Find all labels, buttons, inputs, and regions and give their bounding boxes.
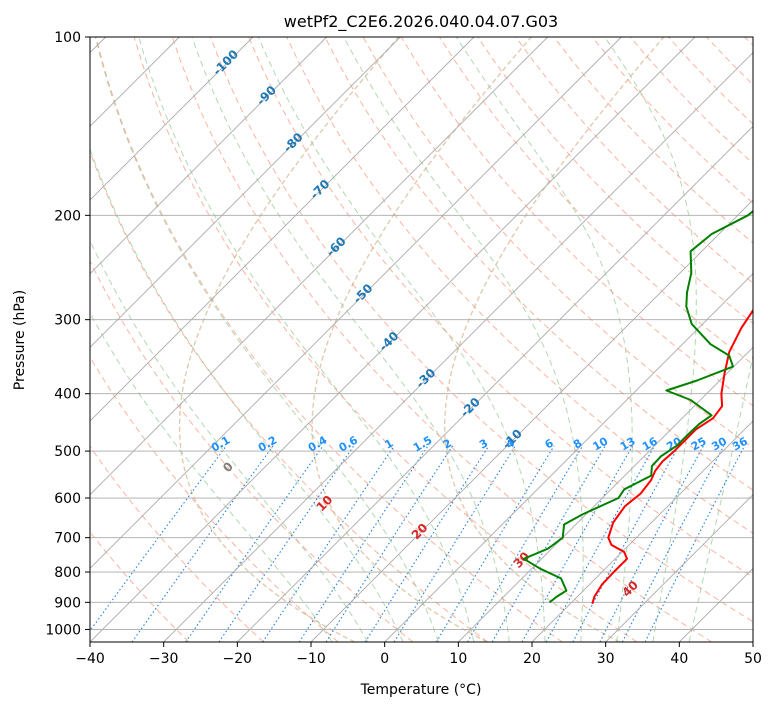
x-axis-label: Temperature (°C)	[360, 682, 482, 698]
dry-adiabat-line	[210, 37, 753, 623]
theta-e-line	[311, 37, 532, 642]
x-tick-label: 10	[449, 651, 467, 667]
y-axis-label: Pressure (hPa)	[12, 290, 28, 390]
dry-adiabat-line	[90, 445, 264, 642]
x-tick-label: 30	[597, 651, 615, 667]
isotherm-line	[90, 37, 254, 201]
moist-adiabat-line	[90, 147, 404, 642]
isotherm-line	[90, 37, 327, 275]
isotherm-line	[605, 494, 753, 642]
y-tick-label: 800	[54, 565, 81, 581]
chart-title: wetPf2_C2E6.2026.040.04.07.G03	[284, 12, 558, 32]
y-tick-label: 600	[54, 491, 81, 507]
y-tick-label: 100	[54, 30, 81, 46]
y-tick-label: 700	[54, 531, 81, 547]
y-tick-label: 300	[54, 313, 81, 329]
isotherm-line	[90, 37, 401, 348]
moist-adiabat-line	[94, 37, 439, 642]
y-tick-label: 200	[54, 208, 81, 224]
temperature-profile	[591, 308, 753, 605]
plot-area: -100-90-80-70-60-50-40-30-20-100.1 0.2 0.4…	[90, 37, 753, 642]
mixing-ratio-line	[644, 445, 746, 642]
y-tick-label: 500	[54, 444, 81, 460]
mixing-ratio-line	[218, 445, 355, 642]
mixing-ratio-line	[185, 445, 324, 642]
moist-adiabat-line	[257, 37, 546, 642]
theta-e-line	[178, 37, 400, 642]
dry-adiabat-line	[171, 37, 712, 642]
mixing-ratio-line	[131, 445, 274, 642]
moist-adiabat-line	[90, 239, 369, 642]
dry-adiabat-line	[324, 37, 753, 491]
isotherm-line	[310, 199, 753, 642]
dry-adiabat-line	[90, 356, 339, 642]
isotherm-line	[384, 273, 753, 642]
isotherm-line	[163, 52, 753, 642]
theta-e-line	[443, 37, 665, 642]
mixing-ratio-line	[364, 445, 490, 642]
moist-adiabat-line	[343, 37, 584, 642]
isotherm-line	[90, 37, 622, 569]
dry-adiabat-line	[133, 37, 638, 642]
mixing-ratio-line	[545, 445, 656, 642]
dry-adiabat-line	[286, 37, 753, 534]
isotherm-line	[237, 125, 753, 642]
isotherm-line	[531, 420, 753, 642]
x-tick-label: 20	[523, 651, 541, 667]
moist-adiabat-line	[191, 37, 510, 642]
mixing-ratio-line	[298, 445, 429, 642]
x-tick-label: −40	[75, 651, 105, 667]
dry-adiabat-line	[248, 37, 753, 578]
dry-adiabat-line	[90, 259, 414, 642]
x-tick-label: −10	[296, 651, 326, 667]
plot-frame	[89, 36, 754, 643]
x-tick-label: 50	[744, 651, 762, 667]
isotherm-line	[90, 37, 696, 642]
dry-adiabat-line	[515, 37, 753, 284]
y-tick-label: 900	[54, 595, 81, 611]
mixing-ratio-line	[621, 445, 725, 642]
mixing-ratio-line	[467, 445, 584, 642]
mixing-ratio-line	[521, 445, 633, 642]
mixing-ratio-line	[435, 445, 555, 642]
isotherm-line	[90, 37, 548, 496]
dry-adiabat-line	[95, 37, 563, 642]
x-tick-label: 0	[380, 651, 389, 667]
x-tick-label: 40	[670, 651, 688, 667]
moist-adiabat-line	[688, 353, 753, 642]
dewpoint-profile	[522, 209, 753, 604]
x-tick-label: −30	[149, 651, 179, 667]
moist-adiabat-line	[604, 37, 697, 642]
moist-adiabat-line	[138, 37, 475, 642]
y-tick-label: 1000	[45, 622, 81, 638]
mixing-ratio-line	[262, 445, 395, 642]
y-tick-label: 400	[54, 387, 81, 403]
isotherm-line	[90, 37, 475, 422]
moist-adiabat-line	[90, 311, 333, 642]
x-tick-label: −20	[223, 651, 253, 667]
mixing-ratio-line	[325, 445, 454, 642]
